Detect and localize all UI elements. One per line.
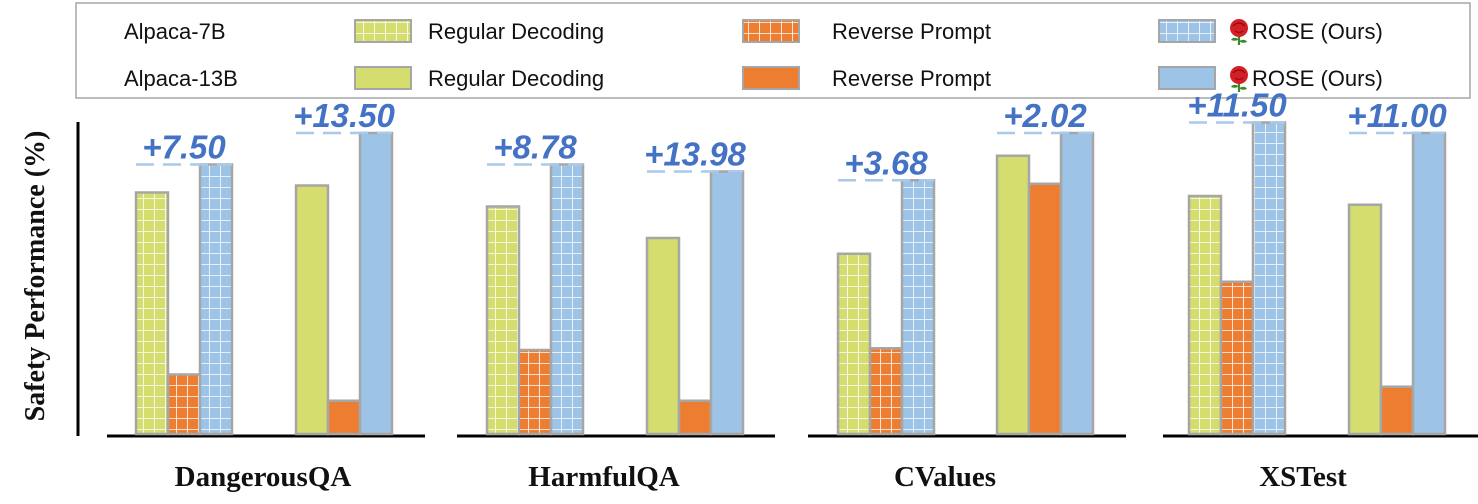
bar-alpaca7b-regular xyxy=(134,191,170,436)
legend-entry-label: Regular Decoding xyxy=(428,66,604,91)
bar-groups: +7.50 +13.50 DangerousQA +8.78 +13.98 Harmful… xyxy=(107,87,1478,493)
group-label: XSTest xyxy=(1259,461,1347,493)
bar-alpaca7b-rose xyxy=(900,179,936,436)
legend-entry-label: ROSE (Ours) xyxy=(1252,66,1383,91)
legend-swatch xyxy=(354,19,412,43)
delta-label: +2.02 xyxy=(1003,97,1087,134)
delta-label: +11.50 xyxy=(1187,87,1287,124)
group-label: CValues xyxy=(894,461,996,493)
delta-label: +11.00 xyxy=(1347,97,1447,134)
group-harmfulqa: +8.78 +13.98 HarmfulQA xyxy=(457,129,775,493)
delta-label: +7.50 xyxy=(142,129,226,166)
bar-alpaca7b-reverse xyxy=(166,373,202,436)
bar-alpaca7b-regular xyxy=(836,252,872,436)
delta-label: +13.98 xyxy=(644,136,746,173)
legend-entry-label: Reverse Prompt xyxy=(832,19,991,44)
bar-alpaca7b-rose xyxy=(1251,121,1287,436)
legend-swatch xyxy=(742,66,800,90)
legend-swatch xyxy=(742,19,800,43)
bar-alpaca13b-regular xyxy=(995,154,1031,436)
legend-model-label: Alpaca-7B xyxy=(124,19,226,44)
group-label: DangerousQA xyxy=(175,461,352,493)
legend-entry-label: ROSE (Ours) xyxy=(1252,19,1383,44)
bar-alpaca13b-regular xyxy=(645,236,681,436)
group-cvalues: +3.68 +2.02 CValues xyxy=(808,97,1126,493)
group-dangerousqa: +7.50 +13.50 DangerousQA xyxy=(107,97,425,493)
legend-swatch xyxy=(1158,66,1216,90)
legend-model-label: Alpaca-13B xyxy=(124,66,238,91)
bar-alpaca7b-reverse xyxy=(1219,280,1255,436)
rose-icon xyxy=(1230,66,1248,92)
bar-alpaca13b-reverse xyxy=(677,399,713,436)
bar-alpaca13b-rose xyxy=(1059,131,1095,436)
bar-alpaca13b-rose xyxy=(1411,131,1447,436)
group-label: HarmfulQA xyxy=(528,461,679,493)
legend-swatch xyxy=(354,66,412,90)
bar-alpaca7b-regular xyxy=(1187,194,1223,436)
legend-entry-label: Regular Decoding xyxy=(428,19,604,44)
group-xstest: +11.50 +11.00 XSTest xyxy=(1163,87,1478,493)
legend: Alpaca-7B Regular Decoding Reverse Prompt R… xyxy=(124,19,1383,92)
delta-label: +3.68 xyxy=(844,144,928,181)
bar-alpaca7b-regular xyxy=(485,205,521,436)
bar-alpaca7b-rose xyxy=(549,163,585,436)
delta-label: +13.50 xyxy=(293,97,395,134)
bar-alpaca13b-rose xyxy=(358,131,394,436)
legend-swatch xyxy=(1158,19,1216,43)
bar-alpaca13b-reverse xyxy=(1027,182,1063,436)
delta-label: +8.78 xyxy=(493,129,577,166)
bar-alpaca13b-regular xyxy=(1347,203,1383,436)
legend-entry-label: Reverse Prompt xyxy=(832,66,991,91)
bar-alpaca7b-reverse xyxy=(868,347,904,436)
bar-alpaca7b-reverse xyxy=(517,348,553,436)
bar-alpaca13b-reverse xyxy=(1379,385,1415,436)
bar-alpaca7b-rose xyxy=(198,163,234,436)
bar-alpaca13b-reverse xyxy=(326,399,362,436)
bar-alpaca13b-regular xyxy=(294,184,330,436)
bar-alpaca13b-rose xyxy=(709,170,745,436)
rose-icon xyxy=(1230,19,1248,45)
y-axis-label: Safety Performance (%) xyxy=(20,131,51,422)
